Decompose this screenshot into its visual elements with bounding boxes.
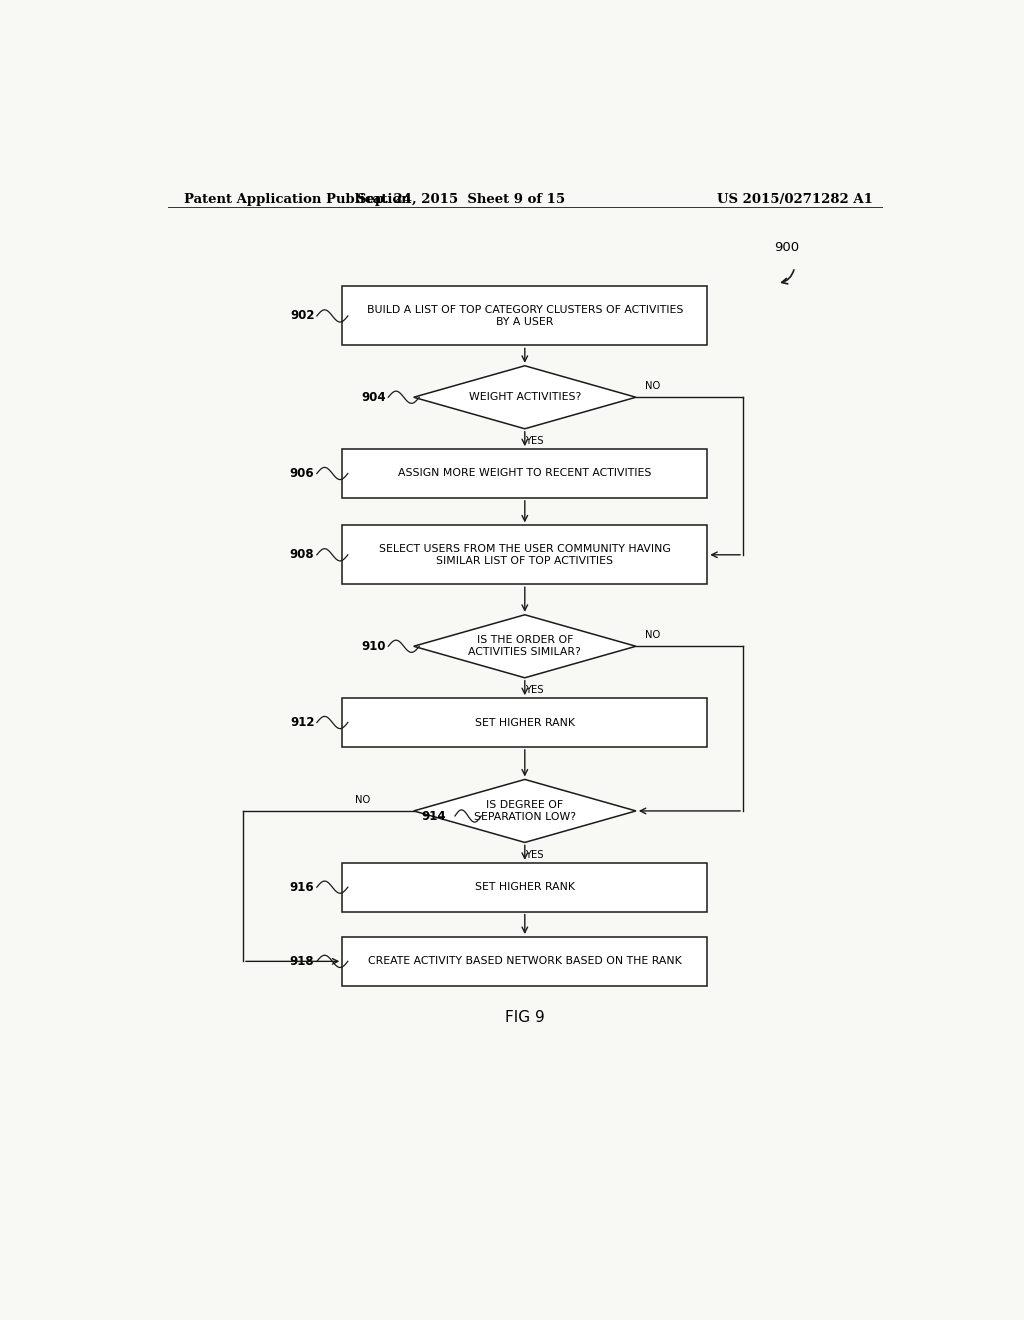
Text: FIG 9: FIG 9 (505, 1010, 545, 1024)
Text: 914: 914 (422, 809, 446, 822)
Text: 910: 910 (361, 640, 386, 653)
Polygon shape (414, 779, 636, 842)
Text: 900: 900 (774, 242, 800, 255)
Polygon shape (414, 366, 636, 429)
Text: YES: YES (525, 685, 544, 696)
Text: 918: 918 (290, 954, 314, 968)
Text: 908: 908 (290, 548, 314, 561)
Text: NO: NO (645, 630, 660, 640)
Text: 904: 904 (361, 391, 386, 404)
Text: ASSIGN MORE WEIGHT TO RECENT ACTIVITIES: ASSIGN MORE WEIGHT TO RECENT ACTIVITIES (398, 469, 651, 478)
Text: IS DEGREE OF
SEPARATION LOW?: IS DEGREE OF SEPARATION LOW? (474, 800, 575, 822)
Text: SET HIGHER RANK: SET HIGHER RANK (475, 882, 574, 892)
Text: 906: 906 (290, 467, 314, 480)
Text: 912: 912 (290, 715, 314, 729)
Polygon shape (414, 615, 636, 677)
FancyBboxPatch shape (342, 449, 708, 498)
Text: WEIGHT ACTIVITIES?: WEIGHT ACTIVITIES? (469, 392, 581, 403)
Text: 916: 916 (290, 880, 314, 894)
Text: IS THE ORDER OF
ACTIVITIES SIMILAR?: IS THE ORDER OF ACTIVITIES SIMILAR? (468, 635, 582, 657)
Text: US 2015/0271282 A1: US 2015/0271282 A1 (717, 193, 872, 206)
Text: SET HIGHER RANK: SET HIGHER RANK (475, 718, 574, 727)
FancyBboxPatch shape (342, 698, 708, 747)
FancyBboxPatch shape (342, 937, 708, 986)
Text: BUILD A LIST OF TOP CATEGORY CLUSTERS OF ACTIVITIES
BY A USER: BUILD A LIST OF TOP CATEGORY CLUSTERS OF… (367, 305, 683, 327)
Text: 902: 902 (290, 309, 314, 322)
Text: NO: NO (354, 795, 370, 805)
Text: Patent Application Publication: Patent Application Publication (183, 193, 411, 206)
Text: Sep. 24, 2015  Sheet 9 of 15: Sep. 24, 2015 Sheet 9 of 15 (357, 193, 565, 206)
FancyBboxPatch shape (342, 525, 708, 585)
Text: YES: YES (525, 436, 544, 446)
FancyBboxPatch shape (342, 286, 708, 346)
Text: CREATE ACTIVITY BASED NETWORK BASED ON THE RANK: CREATE ACTIVITY BASED NETWORK BASED ON T… (368, 957, 682, 966)
Text: SELECT USERS FROM THE USER COMMUNITY HAVING
SIMILAR LIST OF TOP ACTIVITIES: SELECT USERS FROM THE USER COMMUNITY HAV… (379, 544, 671, 565)
Text: YES: YES (525, 850, 544, 859)
Text: NO: NO (645, 381, 660, 391)
FancyBboxPatch shape (342, 863, 708, 912)
